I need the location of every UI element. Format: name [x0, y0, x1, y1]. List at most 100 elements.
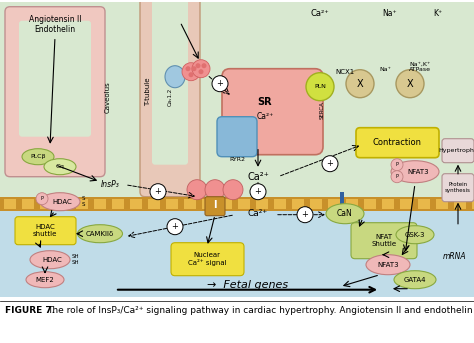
Ellipse shape [165, 66, 185, 88]
Bar [58, 199, 70, 209]
Bar [94, 199, 106, 209]
Text: NFAT3: NFAT3 [377, 262, 399, 268]
Circle shape [199, 69, 203, 74]
Bar [328, 199, 340, 209]
Text: +: + [255, 187, 262, 196]
Text: X: X [407, 79, 413, 89]
FancyBboxPatch shape [19, 21, 91, 137]
Ellipse shape [30, 251, 70, 269]
Circle shape [391, 159, 403, 171]
Text: Hypertrophy: Hypertrophy [438, 148, 474, 153]
Text: GATA4: GATA4 [404, 277, 426, 283]
Text: InsP₃: InsP₃ [100, 180, 119, 189]
Circle shape [306, 73, 334, 101]
Text: Gq: Gq [55, 164, 64, 169]
FancyBboxPatch shape [356, 128, 439, 158]
FancyBboxPatch shape [217, 117, 257, 157]
Bar [340, 192, 344, 217]
Bar [256, 199, 268, 209]
Circle shape [189, 72, 193, 77]
Bar [166, 199, 178, 209]
Circle shape [36, 193, 48, 205]
FancyBboxPatch shape [171, 243, 244, 276]
Bar [112, 199, 124, 209]
Ellipse shape [366, 255, 410, 275]
FancyBboxPatch shape [442, 174, 474, 202]
FancyBboxPatch shape [15, 217, 76, 245]
Text: Contraction: Contraction [373, 138, 421, 147]
Text: SERCA: SERCA [319, 101, 325, 119]
Bar [382, 199, 394, 209]
Text: HDAC
shuttle: HDAC shuttle [33, 224, 57, 237]
Circle shape [195, 63, 201, 68]
Text: NFAT3: NFAT3 [407, 169, 429, 175]
Text: mRNA: mRNA [443, 252, 467, 261]
Circle shape [192, 60, 210, 78]
Text: RYR2: RYR2 [229, 157, 245, 162]
Bar [472, 199, 474, 209]
Bar [364, 199, 376, 209]
Circle shape [185, 66, 191, 71]
FancyBboxPatch shape [442, 139, 474, 163]
Text: SH
SH: SH SH [71, 254, 79, 265]
Bar [22, 199, 34, 209]
Ellipse shape [22, 149, 54, 165]
Text: Endothelin: Endothelin [35, 25, 75, 34]
Text: P: P [396, 162, 399, 167]
Text: +: + [155, 187, 162, 196]
Text: +: + [301, 210, 309, 219]
Text: X: X [357, 79, 363, 89]
Ellipse shape [396, 226, 434, 244]
Text: Ca²⁺: Ca²⁺ [310, 9, 329, 18]
Text: Caveolus: Caveolus [105, 81, 111, 113]
Text: Caᵥ1.2: Caᵥ1.2 [167, 87, 173, 106]
Ellipse shape [394, 271, 436, 289]
Circle shape [212, 76, 228, 92]
Bar [310, 199, 322, 209]
Bar [436, 199, 448, 209]
Text: Angiotensin II: Angiotensin II [29, 15, 81, 24]
Bar [0, 211, 474, 297]
Text: NFAT
Shuttle: NFAT Shuttle [372, 234, 397, 247]
Circle shape [201, 63, 207, 68]
Text: I: I [213, 200, 217, 210]
Text: Ca²⁺: Ca²⁺ [256, 112, 273, 121]
Text: NCX1: NCX1 [336, 69, 355, 75]
Text: MEF2: MEF2 [36, 277, 55, 283]
Text: S
S: S S [81, 196, 85, 207]
Text: PLN: PLN [314, 84, 326, 89]
Bar [202, 199, 214, 209]
Text: Ca²⁺: Ca²⁺ [248, 209, 268, 218]
Text: SR: SR [258, 97, 272, 107]
Text: Na⁺,K⁺
ATPase: Na⁺,K⁺ ATPase [409, 61, 431, 72]
Circle shape [297, 207, 313, 223]
Text: P: P [396, 174, 399, 179]
FancyBboxPatch shape [205, 197, 225, 216]
Text: +: + [172, 222, 178, 231]
Text: Nuclear
Ca²⁺ signal: Nuclear Ca²⁺ signal [188, 252, 226, 266]
Bar [400, 199, 412, 209]
Text: Na⁺: Na⁺ [379, 67, 391, 72]
Bar [274, 199, 286, 209]
Text: T-tubule: T-tubule [145, 78, 151, 106]
Text: Ca²⁺: Ca²⁺ [247, 172, 269, 182]
Bar [148, 199, 160, 209]
Ellipse shape [40, 193, 80, 211]
Bar [454, 199, 466, 209]
Text: The role of InsP₃/Ca²⁺ signaling pathway in cardiac hypertrophy. Angiotensin II : The role of InsP₃/Ca²⁺ signaling pathway… [47, 306, 473, 316]
Circle shape [223, 180, 243, 200]
Circle shape [396, 70, 424, 98]
Circle shape [167, 219, 183, 235]
Circle shape [250, 184, 266, 200]
Circle shape [187, 180, 207, 200]
Ellipse shape [326, 204, 364, 224]
Text: PLCβ: PLCβ [30, 154, 46, 159]
Text: →  Fetal genes: → Fetal genes [208, 280, 289, 290]
Text: CaN: CaN [337, 209, 353, 218]
Text: Protein
synthesis: Protein synthesis [445, 182, 471, 193]
Bar [184, 199, 196, 209]
Ellipse shape [78, 225, 122, 243]
Ellipse shape [391, 161, 439, 183]
FancyBboxPatch shape [5, 7, 105, 177]
Bar [238, 199, 250, 209]
